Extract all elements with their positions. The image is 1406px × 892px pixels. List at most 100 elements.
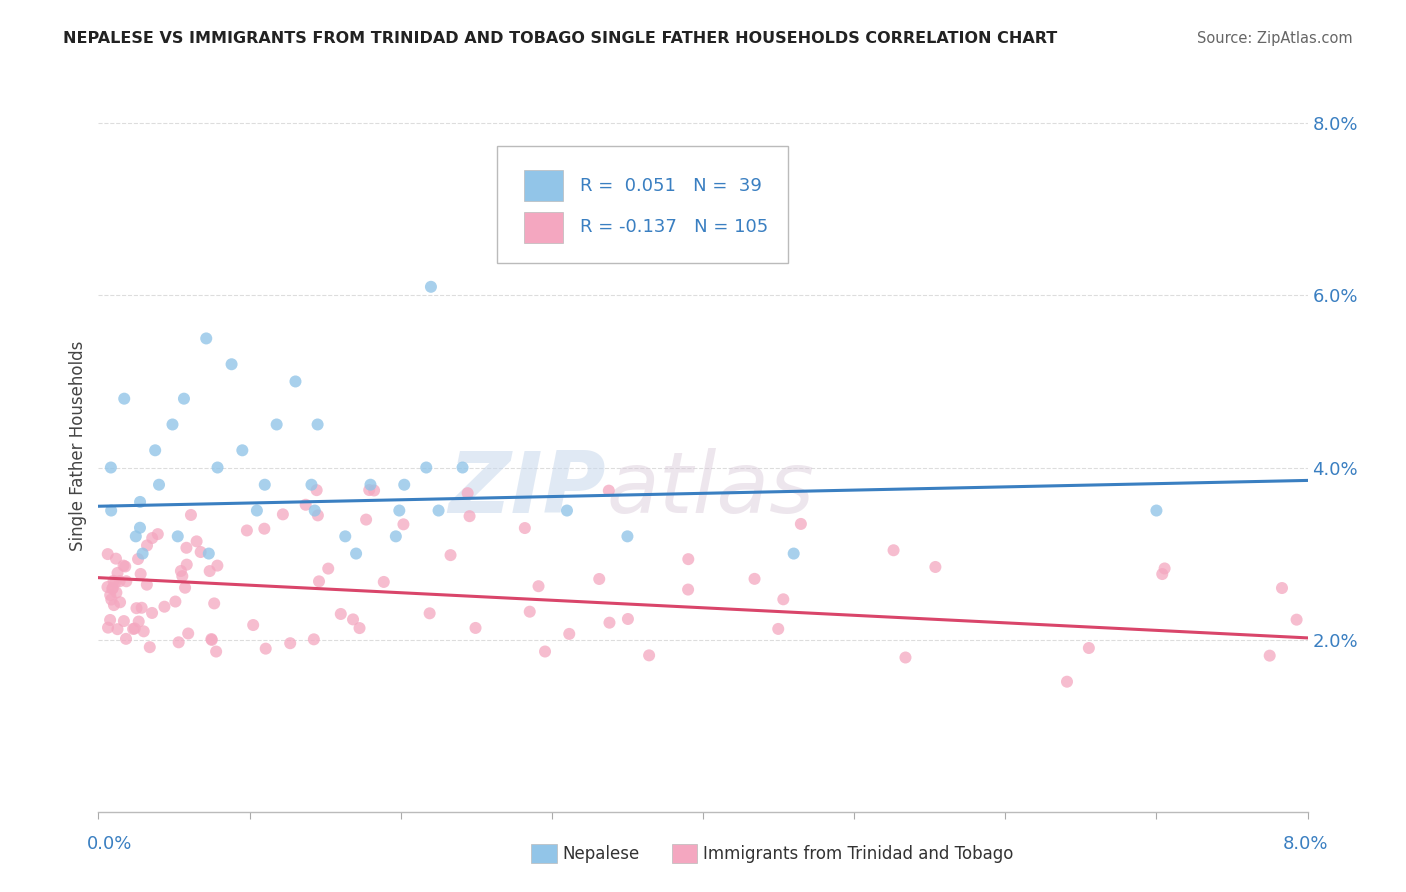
Point bbox=[616, 529, 638, 543]
Point bbox=[302, 632, 325, 647]
Point bbox=[96, 580, 118, 594]
Point bbox=[305, 483, 328, 497]
Point bbox=[148, 477, 170, 491]
Point bbox=[588, 572, 610, 586]
Point bbox=[107, 622, 129, 636]
Point bbox=[122, 622, 145, 636]
Point bbox=[97, 621, 120, 635]
Text: Immigrants from Trinidad and Tobago: Immigrants from Trinidad and Tobago bbox=[703, 845, 1014, 863]
Point bbox=[439, 548, 461, 562]
Point bbox=[165, 594, 187, 608]
Point bbox=[170, 564, 193, 578]
Point bbox=[1285, 613, 1308, 627]
Point bbox=[513, 521, 536, 535]
Point bbox=[392, 517, 415, 532]
Point bbox=[107, 566, 129, 580]
Point bbox=[415, 460, 437, 475]
Text: R =  0.051   N =  39: R = 0.051 N = 39 bbox=[579, 177, 762, 194]
Text: ZIP: ZIP bbox=[449, 449, 606, 532]
Point bbox=[101, 581, 124, 595]
Point bbox=[131, 600, 153, 615]
Point bbox=[373, 574, 395, 589]
Point bbox=[598, 615, 620, 630]
Point bbox=[131, 547, 153, 561]
Point bbox=[598, 483, 620, 498]
Point bbox=[278, 636, 301, 650]
Point bbox=[359, 483, 381, 497]
Point bbox=[457, 486, 479, 500]
Point bbox=[242, 618, 264, 632]
Point bbox=[924, 560, 946, 574]
Point bbox=[231, 443, 253, 458]
Point bbox=[127, 552, 149, 566]
FancyBboxPatch shape bbox=[524, 170, 562, 201]
Point bbox=[146, 527, 169, 541]
Point bbox=[115, 632, 138, 646]
Point bbox=[790, 516, 813, 531]
Text: NEPALESE VS IMMIGRANTS FROM TRINIDAD AND TOBAGO SINGLE FATHER HOUSEHOLDS CORRELA: NEPALESE VS IMMIGRANTS FROM TRINIDAD AND… bbox=[63, 31, 1057, 46]
Point bbox=[108, 574, 131, 589]
Point bbox=[354, 513, 377, 527]
Point bbox=[678, 552, 700, 566]
Point bbox=[100, 503, 122, 517]
Point bbox=[307, 508, 329, 523]
Point bbox=[284, 375, 307, 389]
Point bbox=[772, 592, 794, 607]
Point bbox=[125, 529, 148, 543]
Point bbox=[200, 632, 222, 646]
Point bbox=[1146, 503, 1168, 517]
Point bbox=[129, 566, 152, 581]
Text: 8.0%: 8.0% bbox=[1284, 835, 1329, 853]
Point bbox=[132, 624, 155, 639]
Point bbox=[105, 585, 128, 599]
Point bbox=[558, 627, 581, 641]
Point bbox=[458, 509, 481, 524]
Point bbox=[253, 522, 276, 536]
Point bbox=[271, 508, 294, 522]
Text: 0.0%: 0.0% bbox=[87, 835, 132, 853]
Point bbox=[744, 572, 766, 586]
Point bbox=[128, 615, 150, 629]
Point bbox=[385, 529, 408, 543]
Point bbox=[464, 621, 486, 635]
Point bbox=[201, 632, 224, 647]
Point bbox=[167, 635, 190, 649]
Point bbox=[97, 547, 120, 561]
Point bbox=[135, 577, 157, 591]
Point bbox=[112, 614, 135, 628]
Point bbox=[335, 529, 357, 543]
Point bbox=[98, 588, 121, 602]
Point bbox=[1153, 561, 1175, 575]
Point bbox=[883, 543, 905, 558]
Point bbox=[176, 558, 198, 572]
Point bbox=[125, 601, 148, 615]
Point bbox=[555, 503, 578, 517]
Point bbox=[316, 561, 339, 575]
Point bbox=[195, 331, 218, 345]
Point bbox=[1077, 640, 1099, 655]
Point bbox=[141, 531, 163, 545]
Point bbox=[136, 539, 159, 553]
Point bbox=[344, 547, 367, 561]
Point bbox=[198, 547, 221, 561]
Text: Nepalese: Nepalese bbox=[562, 845, 640, 863]
Point bbox=[202, 596, 225, 610]
Point bbox=[266, 417, 288, 432]
Point bbox=[363, 483, 385, 498]
Point bbox=[198, 564, 221, 578]
Point bbox=[124, 622, 146, 636]
Point bbox=[186, 534, 208, 549]
Point bbox=[294, 498, 316, 512]
Point bbox=[112, 558, 135, 573]
Point bbox=[207, 558, 229, 573]
Point bbox=[221, 357, 243, 371]
Point bbox=[129, 495, 152, 509]
Point bbox=[153, 599, 176, 614]
Point bbox=[349, 621, 371, 635]
Point bbox=[1152, 567, 1174, 582]
Point bbox=[129, 521, 152, 535]
FancyBboxPatch shape bbox=[498, 146, 787, 263]
Point bbox=[100, 592, 122, 607]
Point bbox=[1056, 674, 1078, 689]
Point bbox=[360, 477, 382, 491]
